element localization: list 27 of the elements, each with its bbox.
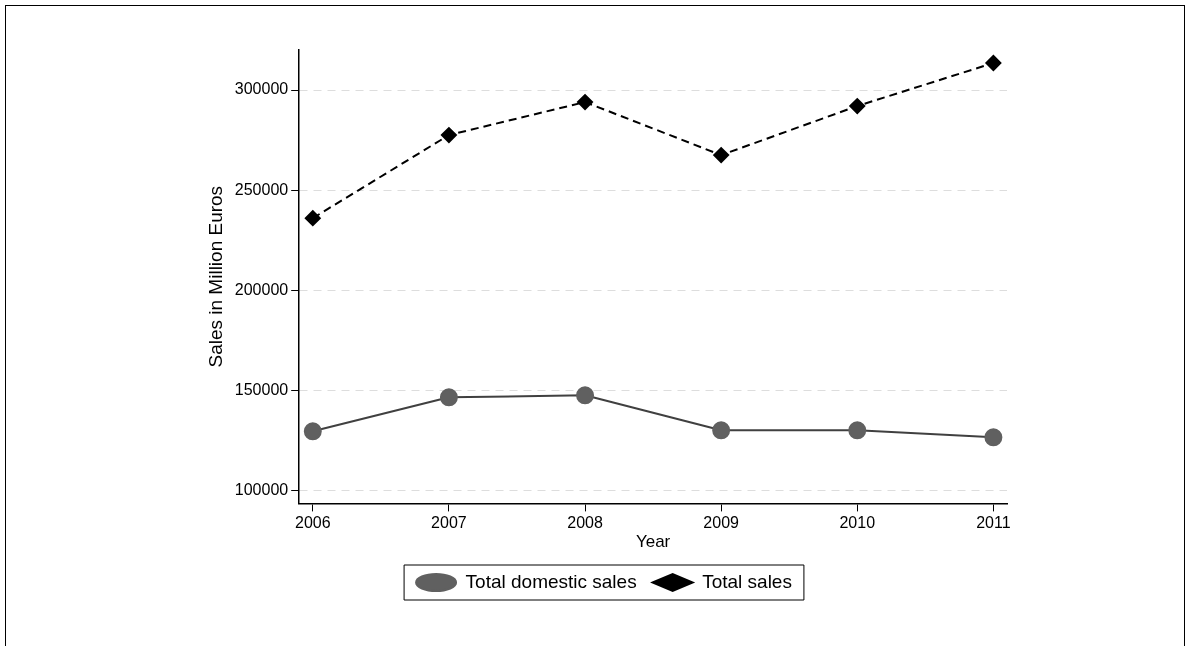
y-axis-title: Sales in Million Euros (204, 185, 226, 368)
y-tick-label: 250000 (234, 180, 289, 198)
point (848, 421, 867, 440)
legend-label: Total sales (702, 570, 792, 592)
x-tick-label: 2009 (703, 514, 740, 532)
point (303, 422, 322, 441)
point (440, 127, 457, 144)
x-tick-label: 2007 (431, 514, 467, 532)
point (577, 94, 594, 111)
point (304, 210, 321, 227)
legend-label: Total domestic sales (465, 570, 637, 592)
y-tick-label: 150000 (234, 380, 289, 398)
point (985, 55, 1002, 72)
point (849, 98, 866, 115)
x-tick-label: 2010 (839, 514, 876, 532)
y-tick-label: 100000 (234, 480, 289, 498)
point (713, 147, 730, 164)
x-tick-label: 2006 (295, 514, 331, 532)
x-axis-title: Year (635, 532, 671, 552)
y-tick-label: 200000 (234, 280, 289, 298)
x-tick-label: 2008 (567, 514, 603, 532)
point (439, 388, 458, 407)
point (984, 428, 1003, 447)
point (712, 421, 731, 440)
point (576, 386, 595, 405)
y-tick-label: 300000 (234, 80, 289, 98)
x-tick-label: 2011 (976, 514, 1011, 532)
